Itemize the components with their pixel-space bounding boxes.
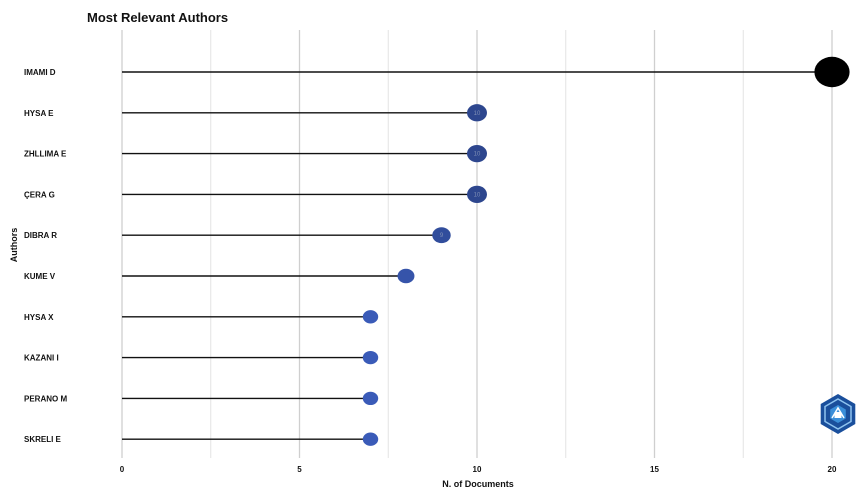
category-label: ÇERA G xyxy=(24,190,55,199)
x-tick-labels: 0 5 10 15 20 xyxy=(120,465,837,474)
value-label: 10 xyxy=(474,192,481,198)
x-tick-label: 0 xyxy=(120,465,125,474)
x-tick-label: 5 xyxy=(297,465,302,474)
lollipop-point xyxy=(432,227,451,244)
lollipop-point xyxy=(362,432,379,446)
lollipop-point xyxy=(467,185,487,204)
category-label: KAZANI I xyxy=(24,354,59,363)
x-tick-label: 15 xyxy=(650,465,659,474)
lollipop-point xyxy=(814,56,850,88)
value-label: 9 xyxy=(440,233,444,239)
category-label: IMAMI D xyxy=(24,68,56,77)
x-tick-label: 10 xyxy=(473,465,482,474)
lollipop-point xyxy=(362,391,379,406)
category-labels: IMAMI D HYSA E ZHLLIMA E ÇERA G DIBRA R KUME … xyxy=(24,68,67,444)
category-label: ZHLLIMA E xyxy=(24,150,67,159)
value-label: 10 xyxy=(474,111,481,117)
y-axis-title: Authors xyxy=(9,228,19,263)
category-label: HYSA X xyxy=(24,313,54,322)
category-label: HYSA E xyxy=(24,109,54,118)
value-label: 10 xyxy=(474,152,481,158)
x-axis-title: N. of Documents xyxy=(442,479,514,488)
lollipop-point xyxy=(362,350,379,365)
lollipop-point xyxy=(467,104,487,122)
grid xyxy=(121,30,833,458)
x-tick-label: 20 xyxy=(828,465,837,474)
category-label: SKRELI E xyxy=(24,435,62,444)
points: 10 10 10 9 xyxy=(362,56,850,446)
lollipop-point xyxy=(467,144,487,163)
lollipop-point xyxy=(362,310,379,324)
chart-title: Most Relevant Authors xyxy=(87,10,228,25)
category-label: KUME V xyxy=(24,272,56,281)
bibliometrix-logo-icon xyxy=(820,394,856,434)
category-label: PERANO M xyxy=(24,394,67,403)
lollipop-point xyxy=(397,268,415,284)
stems xyxy=(122,71,832,440)
category-label: DIBRA R xyxy=(24,231,57,240)
